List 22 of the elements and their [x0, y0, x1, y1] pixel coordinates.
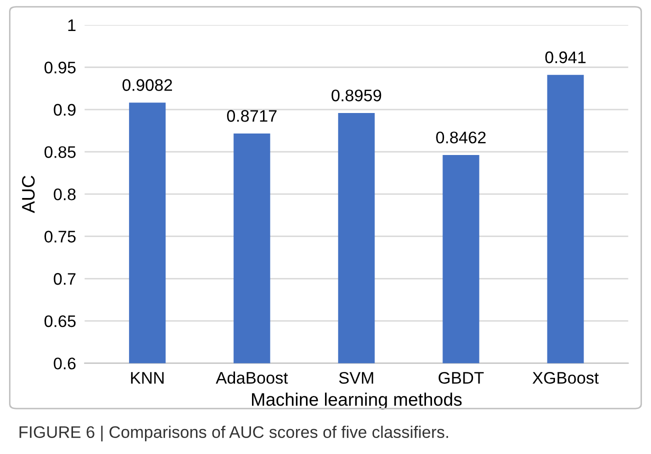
- caption: FIGURE 6 | Comparisons of AUC scores of five classifiers.: [20, 426, 448, 442]
- x-tick-label: XGBoost: [532, 372, 599, 384]
- y-tick-label: 0.8: [54, 188, 76, 200]
- y-tick-label: 0.95: [44, 62, 76, 74]
- x-axis-title: Machine learning methods: [252, 392, 462, 410]
- y-tick-label: 0.6: [54, 358, 76, 370]
- data-label: 0.8717: [227, 110, 277, 122]
- x-tick-label: KNN: [131, 372, 164, 384]
- y-tick-label: 0.7: [54, 273, 76, 285]
- y-axis-title: AUC: [22, 176, 35, 214]
- y-tick-label: 0.85: [44, 146, 76, 158]
- x-tick-label: GBDT: [438, 372, 484, 384]
- y-tick-label: 0.65: [44, 315, 76, 328]
- y-tick-label: 0.9: [54, 104, 76, 116]
- y-tick-label: 0.75: [44, 230, 76, 243]
- data-label: 0.8462: [436, 132, 486, 144]
- data-label: 0.8959: [332, 90, 382, 102]
- y-tick-label: 1: [68, 20, 76, 32]
- x-tick-label: AdaBoost: [216, 372, 288, 384]
- x-tick-label: SVM: [339, 372, 374, 384]
- data-label: 0.9082: [122, 79, 172, 91]
- data-label: 0.941: [545, 51, 586, 64]
